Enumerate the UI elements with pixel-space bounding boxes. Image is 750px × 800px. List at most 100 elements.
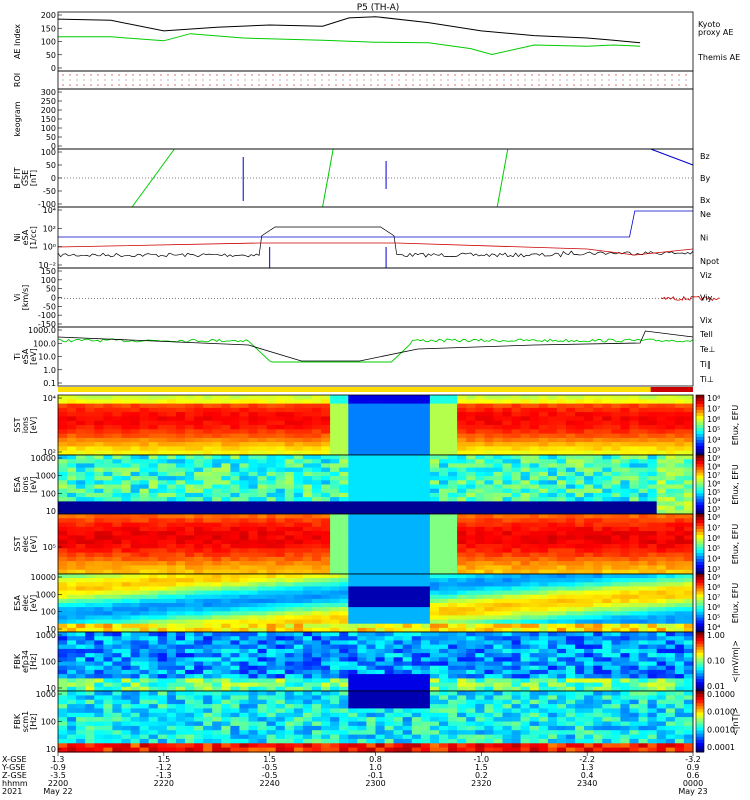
heatmap-cell	[230, 476, 241, 481]
heatmap-cell	[420, 556, 431, 562]
panel-frame	[57, 70, 694, 90]
heatmap-cell	[67, 459, 77, 464]
heatmap-cell	[330, 420, 340, 426]
heatmap-cell	[602, 412, 612, 417]
heatmap-cell	[638, 407, 649, 413]
roi-dot	[286, 84, 288, 86]
colorbar-tick-label: 10⁶	[707, 480, 720, 489]
heatmap-cell	[175, 648, 186, 654]
heatmap-cell	[584, 425, 594, 430]
heatmap-cell	[266, 632, 277, 637]
heatmap-cell	[148, 531, 159, 536]
heatmap-cell	[275, 484, 286, 490]
heatmap-cell	[194, 459, 204, 464]
heatmap-cell	[683, 407, 694, 413]
heatmap-cell	[393, 407, 404, 413]
heatmap-cell	[602, 488, 612, 494]
heatmap-cell	[620, 619, 631, 625]
heatmap-cell	[121, 548, 132, 554]
heatmap-cell	[58, 463, 68, 469]
heatmap-cell	[212, 403, 222, 409]
heatmap-cell	[112, 403, 123, 409]
y-axis-label: keogram	[13, 101, 22, 136]
heatmap-cell	[511, 594, 522, 600]
heatmap-cell	[76, 476, 86, 481]
heatmap-cell	[103, 420, 114, 426]
heatmap-cell	[520, 586, 531, 592]
colorbar-label: Eflux, EFU	[731, 405, 740, 446]
heatmap-cell	[257, 429, 268, 435]
heatmap-cell	[339, 611, 349, 616]
heatmap-cell	[375, 565, 386, 571]
heatmap-cell	[384, 476, 395, 481]
heatmap-cell	[393, 607, 404, 612]
heatmap-cell	[647, 463, 658, 469]
heatmap-cell	[121, 416, 132, 422]
heatmap-cell	[175, 636, 186, 641]
heatmap-cell	[266, 657, 277, 663]
heatmap-cell	[94, 471, 104, 477]
heatmap-cell	[366, 598, 377, 604]
heatmap-cell	[103, 661, 114, 667]
heatmap-cell	[547, 627, 558, 633]
heatmap-cell	[94, 476, 104, 481]
heatmap-cell	[448, 531, 458, 536]
heatmap-cell	[402, 619, 413, 625]
heatmap-cell	[520, 569, 531, 575]
heatmap-cell	[375, 569, 386, 575]
heatmap-cell	[239, 552, 250, 558]
heatmap-cell	[185, 459, 195, 464]
heatmap-cell	[674, 607, 685, 612]
heatmap-cell	[393, 429, 404, 435]
heatmap-cell	[629, 544, 640, 549]
heatmap-cell	[448, 561, 458, 566]
heatmap-cell	[493, 463, 504, 469]
heatmap-cell	[647, 594, 658, 600]
heatmap-cell	[547, 623, 558, 629]
heatmap-cell	[266, 590, 277, 596]
heatmap-cell	[121, 603, 132, 608]
heatmap-cell	[58, 522, 68, 528]
heatmap-cell	[139, 505, 150, 511]
heatmap-cell	[67, 632, 77, 637]
heatmap-cell	[194, 636, 204, 641]
heatmap-cell	[638, 598, 649, 604]
heatmap-cell	[321, 627, 331, 633]
heatmap-cell	[293, 412, 304, 417]
heatmap-cell	[85, 522, 95, 528]
heatmap-cell	[266, 582, 277, 587]
heatmap-cell	[366, 686, 377, 692]
roi-dot	[111, 79, 113, 81]
heatmap-cell	[312, 665, 322, 671]
heatmap-cell	[239, 648, 250, 654]
heatmap-cell	[239, 463, 250, 469]
heatmap-cell	[402, 446, 413, 452]
heatmap-cell	[203, 497, 213, 502]
heatmap-cell	[321, 603, 331, 608]
heatmap-cell	[284, 669, 295, 675]
heatmap-cell	[357, 565, 368, 571]
heatmap-cell	[194, 615, 204, 621]
heatmap-cell	[502, 505, 513, 511]
heatmap-cell	[112, 514, 123, 519]
heatmap-cell	[629, 611, 640, 616]
heatmap-cell	[647, 619, 658, 625]
heatmap-cell	[402, 492, 413, 498]
heatmap-cell	[103, 433, 114, 439]
heatmap-cell	[257, 648, 268, 654]
heatmap-cell	[248, 661, 259, 667]
heatmap-cell	[511, 619, 522, 625]
heatmap-cell	[103, 665, 114, 671]
roi-dot	[552, 84, 554, 86]
y-axis-sublabel: elec	[21, 595, 30, 611]
heatmap-cell	[58, 526, 68, 532]
roi-dot	[251, 74, 253, 76]
heatmap-cell	[194, 627, 204, 633]
heatmap-cell	[85, 399, 95, 405]
heatmap-cell	[357, 627, 368, 633]
roi-dot	[321, 84, 323, 86]
colorbar-cell	[696, 428, 704, 432]
heatmap-cell	[584, 544, 594, 549]
heatmap-cell	[76, 640, 86, 646]
heatmap-cell	[139, 471, 150, 477]
